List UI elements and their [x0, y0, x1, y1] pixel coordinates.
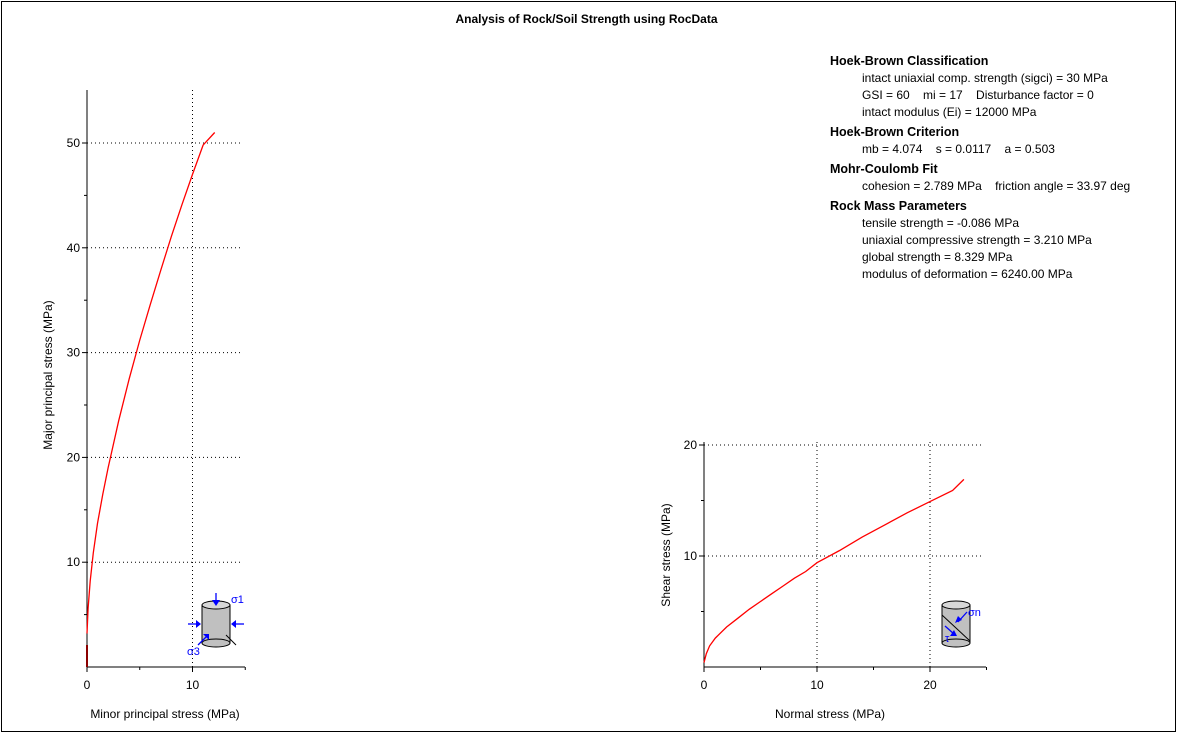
section-classification: Hoek-Brown Classification intact uniaxia…	[830, 53, 1130, 121]
param-line: mb = 4.074 s = 0.0117 a = 0.503	[862, 142, 1055, 156]
x-axis-label: Normal stress (MPa)	[775, 707, 885, 721]
section-criterion: Hoek-Brown Criterion mb = 4.074 s = 0.01…	[830, 124, 1130, 158]
x-tick-label: 10	[810, 678, 824, 692]
param-line: global strength = 8.329 MPa	[862, 250, 1013, 264]
shear-cylinder-icon: σn τ	[941, 600, 981, 648]
principal-stress-cylinder-icon: σ1 σ3	[187, 593, 244, 658]
y-tick-label: 10	[67, 555, 81, 569]
y-tick-label: 20	[67, 450, 81, 464]
principal-stress-chart: 10 20 30 40 50 0 10 Minor principal stress (MPa…	[41, 90, 246, 721]
y-axis-label: Shear stress (MPa)	[659, 503, 673, 606]
param-line: uniaxial compressive strength = 3.210 MP…	[862, 233, 1092, 247]
x-tick-label: 20	[923, 678, 937, 692]
param-line: cohesion = 2.789 MPa friction angle = 33…	[862, 179, 1131, 193]
shear-stress-chart: 10 20 0 10 20 Normal stress (MPa) Shear stress…	[659, 438, 987, 721]
param-line: intact uniaxial comp. strength (sigci) =…	[862, 71, 1108, 85]
section-mohr-coulomb: Mohr-Coulomb Fit cohesion = 2.789 MPa fr…	[830, 161, 1130, 195]
sigman-label: σn	[968, 607, 981, 619]
series-line	[703, 478, 965, 663]
y-tick-label: 50	[67, 136, 81, 150]
section-heading: Hoek-Brown Criterion	[830, 125, 960, 139]
section-heading: Mohr-Coulomb Fit	[830, 162, 938, 176]
tau-label: τ	[945, 633, 950, 645]
param-line: intact modulus (Ei) = 12000 MPa	[862, 105, 1037, 119]
section-heading: Hoek-Brown Classification	[830, 54, 989, 68]
y-tick-label: 20	[684, 438, 698, 452]
section-heading: Rock Mass Parameters	[830, 199, 967, 213]
x-tick-label: 0	[84, 678, 91, 692]
series-line	[86, 132, 216, 634]
y-tick-label: 30	[67, 346, 81, 360]
param-line: tensile strength = -0.086 MPa	[862, 216, 1020, 230]
y-axis-label: Major principal stress (MPa)	[41, 300, 55, 449]
y-tick-label: 40	[67, 241, 81, 255]
section-rock-mass: Rock Mass Parameters tensile strength = …	[830, 198, 1130, 283]
param-line: modulus of deformation = 6240.00 MPa	[862, 267, 1073, 281]
x-axis-label: Minor principal stress (MPa)	[90, 707, 239, 721]
parameter-panel: Hoek-Brown Classification intact uniaxia…	[830, 53, 1130, 283]
sigma1-label: σ1	[231, 594, 244, 606]
param-line: GSI = 60 mi = 17 Disturbance factor = 0	[862, 88, 1094, 102]
x-tick-label: 10	[186, 678, 200, 692]
x-tick-label: 0	[701, 678, 708, 692]
sigma3-label: σ3	[187, 646, 200, 658]
y-tick-label: 10	[684, 549, 698, 563]
main-title: Analysis of Rock/Soil Strength using Roc…	[455, 12, 718, 26]
